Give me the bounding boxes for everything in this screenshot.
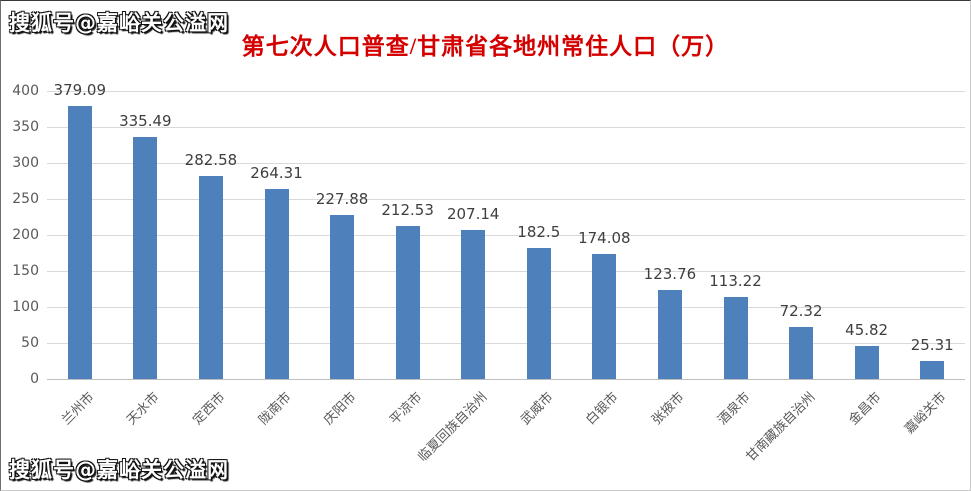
gridline: [47, 235, 965, 236]
bar: [133, 137, 158, 379]
y-axis-tick-label: 50: [21, 335, 39, 351]
bar-value-label: 123.76: [643, 264, 697, 283]
bar: [789, 326, 814, 379]
bar: [723, 297, 748, 379]
y-axis-tick-label: 200: [12, 227, 39, 243]
watermark-top: 搜狐号@嘉峪关公溢网: [9, 11, 229, 35]
bar-value-label: 207.14: [446, 204, 500, 223]
bar-value-label: 282.58: [184, 150, 238, 169]
gridline: [47, 199, 965, 200]
y-axis-tick-label: 400: [12, 83, 39, 99]
x-axis-line: [47, 379, 965, 380]
bar: [461, 229, 486, 379]
y-axis-tick-label: 150: [12, 263, 39, 279]
y-axis-tick-label: 300: [12, 155, 39, 171]
bar: [395, 225, 420, 379]
bar-value-label: 212.53: [381, 200, 434, 219]
bar-value-label: 264.31: [250, 163, 303, 182]
gridline: [47, 91, 965, 92]
bar: [657, 289, 682, 379]
y-axis-tick-label: 0: [30, 371, 39, 387]
bar-value-label: 335.49: [119, 112, 172, 131]
bar-value-label: 182.5: [517, 222, 561, 241]
bar-value-label: 227.88: [315, 189, 369, 208]
bar: [330, 214, 355, 379]
bar: [854, 346, 879, 379]
bar-value-label: 72.32: [779, 301, 823, 320]
bar: [592, 253, 617, 379]
y-axis-tick-label: 250: [12, 191, 39, 207]
bar-value-label: 174.08: [578, 228, 631, 247]
bar: [526, 247, 551, 379]
y-axis-tick-label: 100: [12, 299, 39, 315]
gridline: [47, 127, 965, 128]
gridline: [47, 343, 965, 344]
bar-value-label: 113.22: [709, 272, 762, 291]
bar: [264, 188, 289, 379]
watermark-bottom: 搜狐号@嘉峪关公溢网: [9, 458, 229, 482]
gridline: [47, 271, 965, 272]
bar: [198, 175, 223, 379]
y-axis-tick-label: 350: [12, 119, 39, 135]
bar-value-label: 45.82: [845, 321, 889, 339]
gridline: [47, 163, 965, 164]
chart-title: 第七次人口普查/甘肃省各地州常住人口（万）: [241, 34, 730, 59]
bar-value-label: 379.09: [53, 81, 107, 100]
bar: [920, 360, 945, 379]
bar-value-label: 25.31: [910, 335, 954, 354]
gridline: [47, 307, 965, 308]
bar: [67, 106, 92, 379]
